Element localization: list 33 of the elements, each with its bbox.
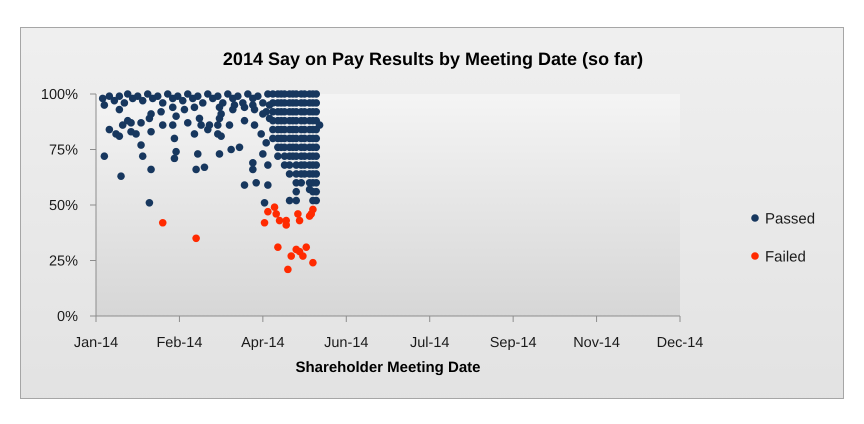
point [294,210,302,218]
x-tick-label: Jul-14 [410,335,450,351]
point [274,243,282,251]
y-tick-label: 75% [48,142,78,159]
point [299,252,307,260]
point [287,252,296,260]
x-tick-label: Nov-14 [573,335,620,351]
point [260,218,268,227]
point [309,258,317,267]
y-tick-label: 100% [40,87,78,104]
legend-label: Failed [765,248,806,266]
x-tick-label: Sep-14 [490,335,537,351]
y-tick-label: 25% [48,254,78,270]
point [264,208,272,216]
point [270,203,278,212]
x-tick-label: Jun-14 [324,335,368,351]
x-tick-label: Apr-14 [241,335,285,351]
point [158,218,167,227]
chart-title: 2014 Say on Pay Results by Meeting Date (so far) [222,49,644,69]
y-tick-label: 0% [57,309,78,326]
point [309,206,317,214]
x-axis-title: Shareholder Meeting Date [295,359,481,376]
point [272,210,280,218]
point [276,216,284,224]
point [192,234,200,242]
x-tick-label: Dec-14 [656,335,704,351]
x-tick-label: Feb-14 [156,335,202,351]
point [296,216,304,224]
legend-label: Passed [765,210,816,228]
point [284,266,292,274]
point [302,243,310,251]
y-tick-label: 50% [48,198,78,214]
x-tick-label: Jan-14 [74,335,118,351]
